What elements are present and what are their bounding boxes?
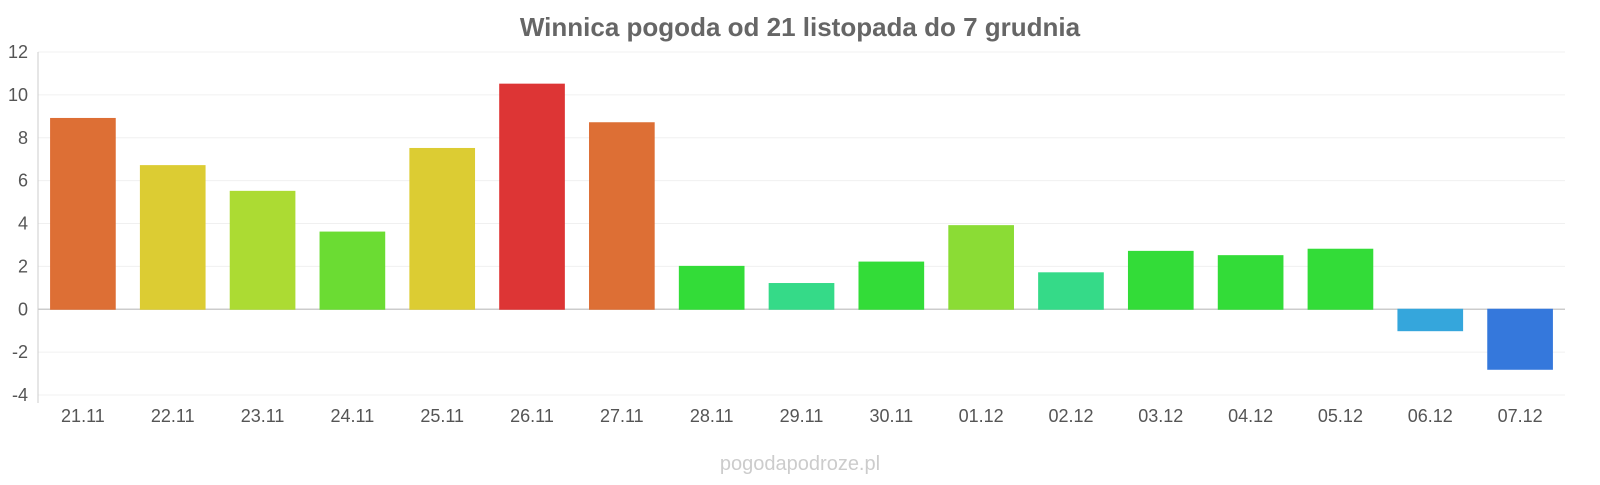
bar-26-11 (499, 83, 565, 310)
bar-04-12 (1217, 255, 1284, 310)
y-tick-label: -4 (12, 385, 28, 405)
bar-30-11 (858, 261, 925, 310)
y-tick-label: 8 (18, 128, 28, 148)
bar-24-11 (319, 231, 386, 310)
x-tick-labels: 21.11 22.11 23.11 24.11 25.11 26.11 27.11 28.11… (61, 406, 1543, 426)
bar-23-11 (229, 190, 296, 310)
x-tick-label: 29.11 (780, 406, 824, 426)
x-tick-label: 03.12 (1138, 406, 1183, 426)
y-tick-label: 10 (8, 85, 28, 105)
x-tick-label: 01.12 (959, 406, 1004, 426)
x-tick-label: 24.11 (331, 406, 375, 426)
x-tick-label: 04.12 (1228, 406, 1273, 426)
x-tick-label: 30.11 (869, 406, 913, 426)
x-tick-label: 02.12 (1048, 406, 1093, 426)
bar-03-12 (1127, 250, 1194, 310)
y-tick-label: 4 (18, 214, 28, 234)
x-tick-label: 05.12 (1318, 406, 1363, 426)
x-tick-label: 25.11 (420, 406, 464, 426)
x-tick-label: 27.11 (600, 406, 644, 426)
x-tick-label: 26.11 (510, 406, 554, 426)
x-tick-label: 21.11 (61, 406, 105, 426)
x-tick-label: 23.11 (241, 406, 285, 426)
y-tick-label: -2 (12, 342, 28, 362)
bar-02-12 (1038, 272, 1104, 310)
y-tick-label: 12 (8, 42, 28, 62)
bar-22-11 (139, 165, 206, 310)
y-tick-label: 0 (18, 299, 28, 319)
bar-28-11 (678, 265, 745, 310)
bar-21-11 (50, 117, 116, 310)
bar-29-11 (768, 283, 835, 310)
x-tick-label: 07.12 (1498, 406, 1543, 426)
bar-25-11 (409, 147, 476, 310)
x-tick-label: 28.11 (690, 406, 734, 426)
x-tick-label: 06.12 (1408, 406, 1453, 426)
watermark: pogodapodroze.pl (720, 453, 880, 475)
bar-05-12 (1307, 248, 1374, 310)
y-tick-labels: 12 10 8 6 4 2 0 -2 -4 (8, 42, 28, 405)
bar-06-12 (1397, 308, 1464, 332)
chart-title: Winnica pogoda od 21 listopada do 7 grud… (520, 12, 1081, 42)
y-tick-label: 6 (18, 171, 28, 191)
bar-01-12 (948, 225, 1014, 310)
bar-07-12 (1487, 308, 1553, 370)
y-tick-label: 2 (18, 256, 28, 276)
bars (50, 83, 1553, 370)
x-tick-label: 22.11 (151, 406, 195, 426)
bar-27-11 (589, 122, 655, 310)
